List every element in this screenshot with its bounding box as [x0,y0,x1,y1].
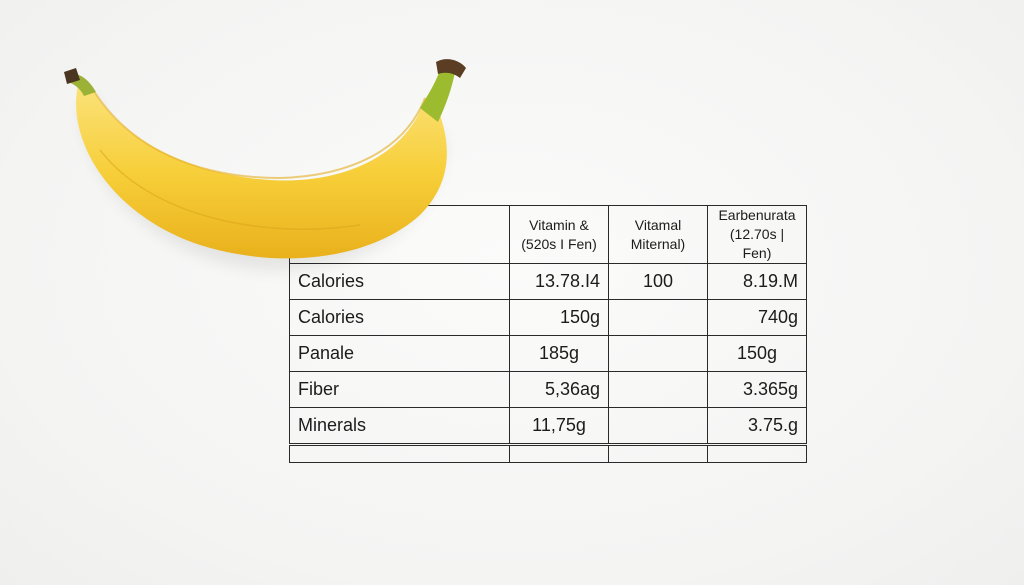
table-cell: 8.19.M [707,263,807,300]
table-row: Calories 150g 740g [289,299,807,336]
table-row: Fiber 5,36ag 3.365g [289,371,807,408]
banana-stem-end [436,59,466,78]
table-cell: 3.75.g [707,407,807,445]
table-row: Panale 185g 150g [289,335,807,372]
table-cell: 11,75g [509,407,609,445]
table-cell [608,299,708,336]
row-label: Calories [289,299,510,336]
header-line: Earbenurata [718,207,796,223]
banana-body [76,85,447,259]
header-line: Vitamal [634,216,682,233]
table-cell: 3.365g [707,371,807,408]
header-cell: Vitamal Miternal) [608,205,708,264]
banana-ridge [91,87,426,180]
header-line: (12.70s | Fen) [729,226,785,261]
table-cell: 740g [707,299,807,336]
table-row: Minerals 11,75g 3.75.g [289,407,807,445]
table-cell: 185g [509,335,609,372]
table-cell [608,407,708,445]
row-label: Panale [289,335,510,372]
table-cell [608,335,708,372]
row-label: Calories [289,263,510,300]
header-cell: Vitamin & (520s I Fen) [509,205,609,264]
row-label: Fiber [289,371,510,408]
banana-ridge [99,149,361,230]
header-line: (520s I Fen) [521,235,597,252]
table-cell [707,443,807,463]
table-cell: 150g [509,299,609,336]
table-row-empty [289,443,807,463]
banana-stem [420,70,455,122]
header-line: Miternal) [630,235,686,252]
header-cell: Earbenurata (12.70s | Fen) [707,205,807,264]
header-line: Vitamin & [529,216,589,233]
banana-tip-end [64,68,80,84]
table-cell: 5,36ag [509,371,609,408]
